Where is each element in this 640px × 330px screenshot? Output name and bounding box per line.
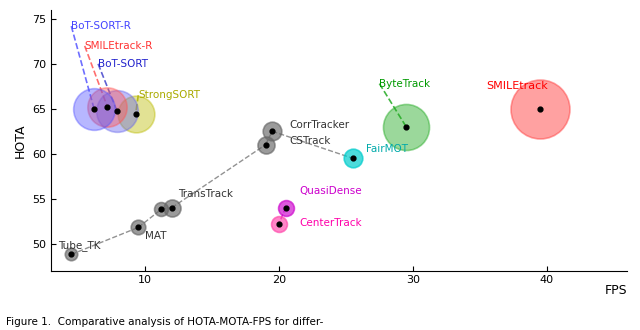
- Point: [102, 104, 113, 110]
- Point: [131, 112, 141, 117]
- Text: SMILEtrack-R: SMILEtrack-R: [84, 41, 153, 51]
- Text: Tube_TK: Tube_TK: [58, 240, 100, 251]
- Text: StrongSORT: StrongSORT: [138, 90, 200, 100]
- Point: [166, 205, 177, 210]
- Point: [156, 207, 166, 212]
- Text: ByteTrack: ByteTrack: [380, 79, 431, 89]
- Point: [89, 106, 99, 112]
- Point: [274, 221, 284, 226]
- Point: [112, 108, 122, 113]
- Point: [401, 124, 412, 129]
- Text: FairMOT: FairMOT: [366, 144, 408, 154]
- Point: [260, 142, 271, 148]
- Point: [280, 205, 291, 210]
- Point: [66, 252, 76, 257]
- Point: [401, 124, 412, 129]
- Point: [267, 129, 277, 134]
- Point: [260, 142, 271, 148]
- Point: [535, 106, 545, 112]
- Point: [66, 252, 76, 257]
- Point: [348, 155, 358, 161]
- Text: MAT: MAT: [145, 231, 166, 242]
- Text: SMILEtrack: SMILEtrack: [486, 81, 548, 91]
- Text: Figure 1.  Comparative analysis of HOTA-MOTA-FPS for differ-: Figure 1. Comparative analysis of HOTA-M…: [6, 317, 324, 327]
- Point: [112, 108, 122, 113]
- Point: [348, 155, 358, 161]
- Text: CenterTrack: CenterTrack: [299, 218, 362, 228]
- Point: [535, 106, 545, 112]
- Point: [133, 225, 143, 230]
- Text: FPS: FPS: [605, 284, 627, 297]
- Text: CSTrack: CSTrack: [290, 136, 331, 146]
- Text: TransTrack: TransTrack: [179, 189, 234, 199]
- Text: BoT-SORT-R: BoT-SORT-R: [71, 21, 131, 31]
- Point: [102, 104, 113, 110]
- Y-axis label: HOTA: HOTA: [13, 123, 27, 157]
- Point: [89, 106, 99, 112]
- Point: [267, 129, 277, 134]
- Point: [133, 225, 143, 230]
- Point: [131, 112, 141, 117]
- Text: BoT-SORT: BoT-SORT: [98, 59, 148, 69]
- Point: [274, 221, 284, 226]
- Text: CorrTracker: CorrTracker: [290, 120, 350, 130]
- Point: [166, 205, 177, 210]
- Point: [156, 207, 166, 212]
- Point: [280, 205, 291, 210]
- Text: QuasiDense: QuasiDense: [299, 186, 362, 196]
